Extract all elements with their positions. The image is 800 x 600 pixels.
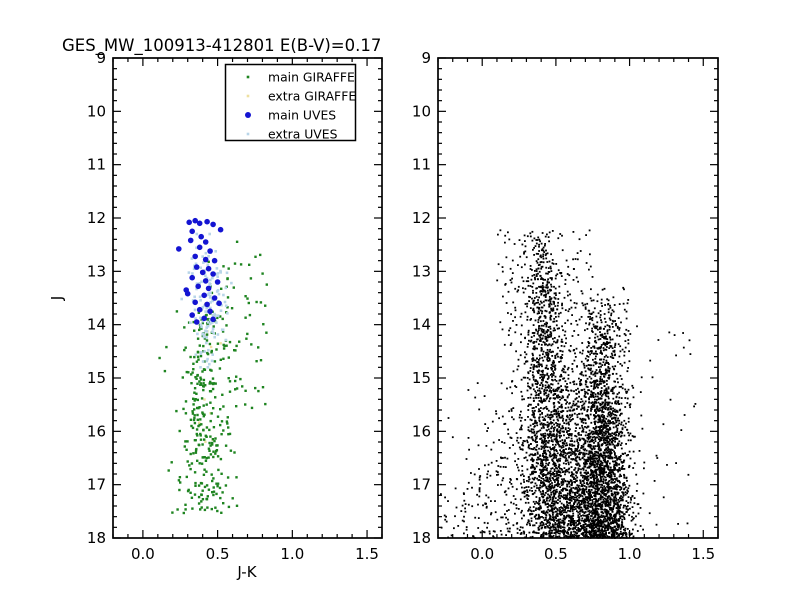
right-panel-frame bbox=[437, 57, 719, 539]
y-tick-label: 11 bbox=[87, 156, 106, 174]
y-tick-label: 17 bbox=[87, 476, 106, 494]
x-tick-label: 1.0 bbox=[280, 545, 304, 563]
left-panel-frame bbox=[112, 57, 383, 539]
y-tick-label: 12 bbox=[87, 209, 106, 227]
legend: main GIRAFFE extra GIRAFFE main UVES extra … bbox=[224, 63, 357, 142]
legend-marker-0 bbox=[246, 75, 250, 79]
left-tick-labels: 0.0 0.5 1.0 1.5 9 10 11 12 13 14 15 16 17 18 bbox=[87, 49, 379, 563]
legend-label: extra GIRAFFE bbox=[268, 89, 356, 104]
legend-marker-2 bbox=[245, 112, 251, 118]
y-axis-label: J bbox=[48, 296, 66, 301]
legend-label: main UVES bbox=[268, 108, 336, 123]
y-tick-label: 11 bbox=[412, 156, 431, 174]
legend-marker-1 bbox=[246, 94, 250, 98]
x-tick-label: 0.5 bbox=[544, 545, 568, 563]
legend-box bbox=[224, 63, 357, 142]
series-main-GIRAFFE bbox=[158, 240, 268, 515]
y-tick-label: 13 bbox=[87, 262, 106, 280]
right-tick-labels: 0.0 0.5 1.0 1.5 9 10 11 12 13 14 15 16 17 18 bbox=[412, 49, 715, 563]
y-tick-label: 15 bbox=[87, 369, 106, 387]
x-tick-label: 0.5 bbox=[206, 545, 230, 563]
series-main-UVES bbox=[176, 217, 224, 325]
legend-marker-3 bbox=[246, 132, 250, 136]
y-tick-label: 18 bbox=[87, 529, 106, 547]
right-axes bbox=[437, 57, 719, 539]
x-tick-label: 1.5 bbox=[691, 545, 715, 563]
y-tick-label: 9 bbox=[96, 49, 106, 67]
legend-label: main GIRAFFE bbox=[268, 70, 355, 85]
y-tick-label: 16 bbox=[412, 422, 431, 440]
x-tick-label: 0.0 bbox=[470, 545, 494, 563]
x-tick-label: 1.0 bbox=[618, 545, 642, 563]
y-tick-label: 13 bbox=[412, 262, 431, 280]
figure-title: GES_MW_100913-412801 E(B-V)=0.17 bbox=[62, 36, 381, 56]
y-tick-label: 14 bbox=[412, 316, 431, 334]
y-tick-label: 15 bbox=[412, 369, 431, 387]
x-axis-label: J-K bbox=[236, 563, 257, 581]
y-tick-label: 10 bbox=[87, 102, 106, 120]
legend-label: extra UVES bbox=[268, 127, 338, 142]
y-tick-label: 16 bbox=[87, 422, 106, 440]
y-tick-label: 18 bbox=[412, 529, 431, 547]
left-panel: 0.0 0.5 1.0 1.5 9 10 11 12 13 14 15 16 17 18 bbox=[87, 49, 383, 563]
right-panel: 0.0 0.5 1.0 1.5 9 10 11 12 13 14 15 16 17 18 bbox=[412, 49, 719, 563]
y-tick-label: 14 bbox=[87, 316, 106, 334]
x-tick-label: 1.5 bbox=[355, 545, 379, 563]
plot-dynamic-layer: 0.0 0.5 1.0 1.5 9 10 11 12 13 14 15 16 17 18 0.0 0.5 1.0… bbox=[87, 49, 719, 563]
series-extra-UVES bbox=[180, 232, 233, 369]
series-all-photometry bbox=[440, 229, 697, 539]
y-tick-label: 12 bbox=[412, 209, 431, 227]
y-tick-label: 9 bbox=[421, 49, 431, 67]
x-tick-label: 0.0 bbox=[131, 545, 155, 563]
y-tick-label: 17 bbox=[412, 476, 431, 494]
y-tick-label: 10 bbox=[412, 102, 431, 120]
